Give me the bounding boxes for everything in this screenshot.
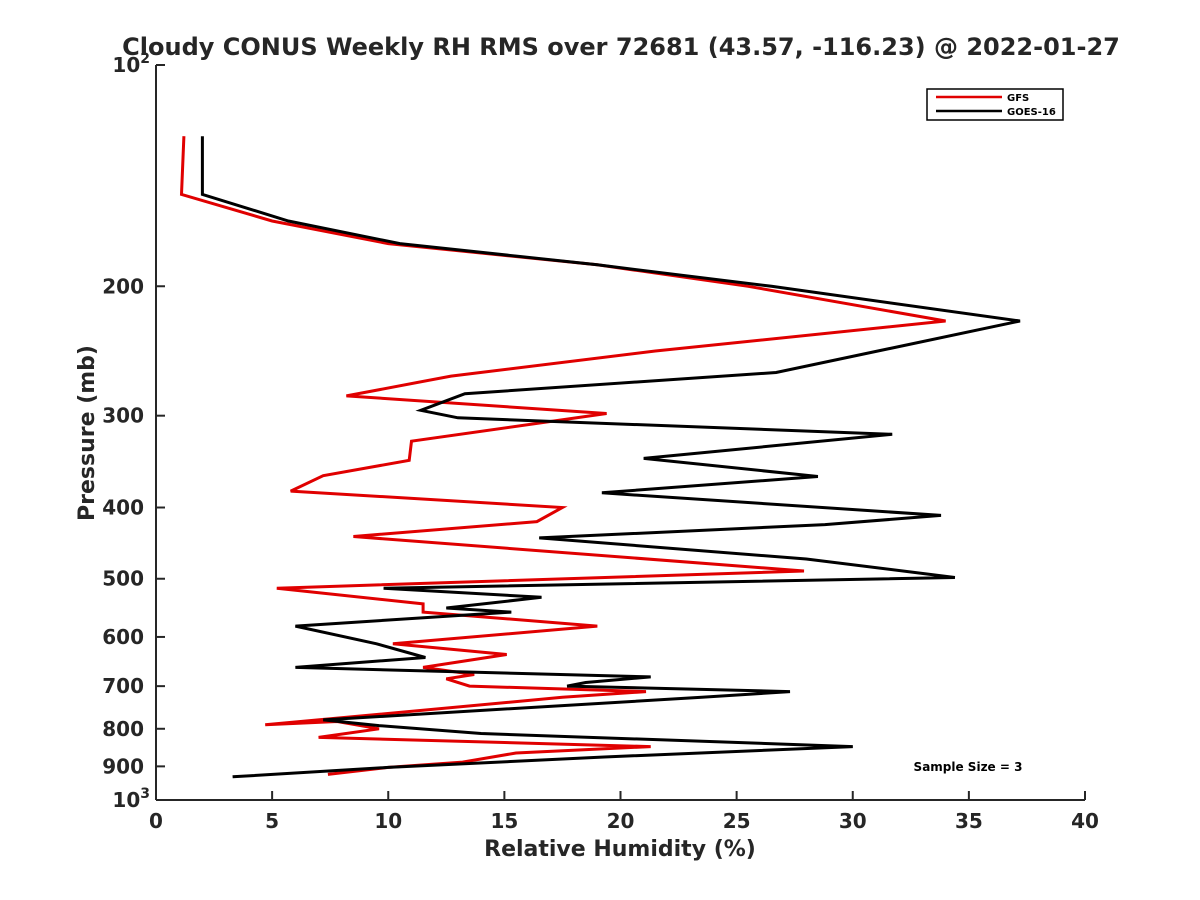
series-line-goes-16 bbox=[200, 136, 1021, 779]
sample-size-annotation: Sample Size = 3 bbox=[914, 760, 1023, 774]
x-tick-label: 10 bbox=[374, 809, 402, 833]
x-axis-label: Relative Humidity (%) bbox=[484, 837, 756, 862]
y-tick-label: 102 bbox=[112, 51, 150, 77]
y-tick-label: 200 bbox=[102, 274, 144, 298]
x-tick-label: 35 bbox=[955, 809, 983, 833]
y-axis-label: Pressure (mb) bbox=[75, 345, 100, 521]
legend: GFS GOES-16 bbox=[926, 88, 1064, 121]
y-tick-label: 700 bbox=[102, 674, 144, 698]
x-tick-label: 0 bbox=[149, 809, 163, 833]
x-tick-label: 30 bbox=[839, 809, 867, 833]
legend-box bbox=[926, 88, 1064, 121]
x-tick-label: 25 bbox=[723, 809, 751, 833]
legend-label-goes-16: GOES-16 bbox=[1007, 107, 1056, 118]
y-tick-label: 800 bbox=[102, 717, 144, 741]
y-tick-label: 500 bbox=[102, 567, 144, 591]
x-tick-label: 15 bbox=[490, 809, 518, 833]
y-tick-label: 103 bbox=[112, 786, 150, 812]
x-tick-label: 40 bbox=[1071, 809, 1099, 833]
axes: 0 5 10 15 20 25 30 35 40 102 200 300 400 500 600 700 800… bbox=[102, 51, 1099, 833]
y-tick-label: 300 bbox=[102, 404, 144, 428]
y-tick-label: 900 bbox=[102, 754, 144, 778]
y-tick-label: 400 bbox=[102, 496, 144, 520]
y-tick-label: 600 bbox=[102, 625, 144, 649]
legend-label-gfs: GFS bbox=[1007, 93, 1029, 104]
plot-lines bbox=[179, 136, 1021, 779]
series-line-gfs bbox=[179, 136, 946, 776]
chart-title: Cloudy CONUS Weekly RH RMS over 72681 (4… bbox=[122, 33, 1120, 61]
x-tick-label: 20 bbox=[607, 809, 635, 833]
x-tick-label: 5 bbox=[265, 809, 279, 833]
